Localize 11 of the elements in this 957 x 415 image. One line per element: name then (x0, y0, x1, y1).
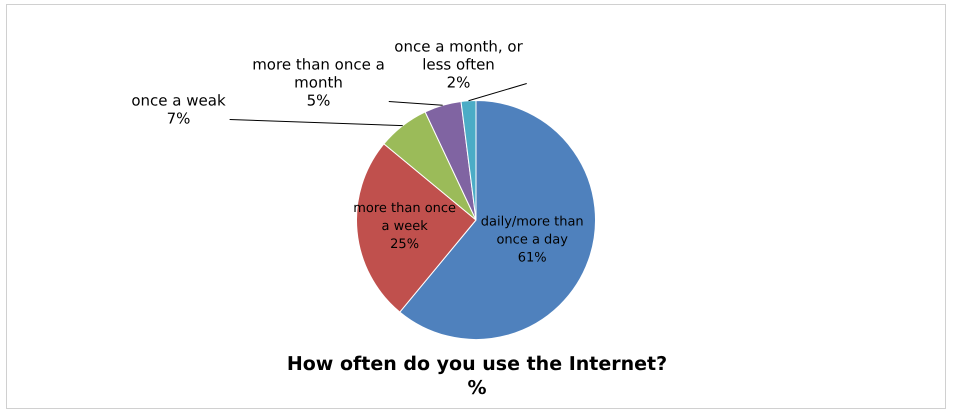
data-label: 7% (166, 109, 190, 128)
slice-label: once a month, or less often (394, 37, 524, 74)
slice-label: once a weak (131, 91, 226, 110)
text: How often do you use the Internet? (286, 353, 668, 375)
data-label: 25% (390, 237, 420, 252)
data-label: 2% (446, 73, 470, 92)
slice-label: more than once a month (252, 55, 385, 92)
data-label: 61% (518, 250, 547, 266)
data-label: 5% (306, 91, 330, 110)
text: % (466, 377, 488, 399)
slice-label: daily/more than once a day (480, 214, 584, 248)
